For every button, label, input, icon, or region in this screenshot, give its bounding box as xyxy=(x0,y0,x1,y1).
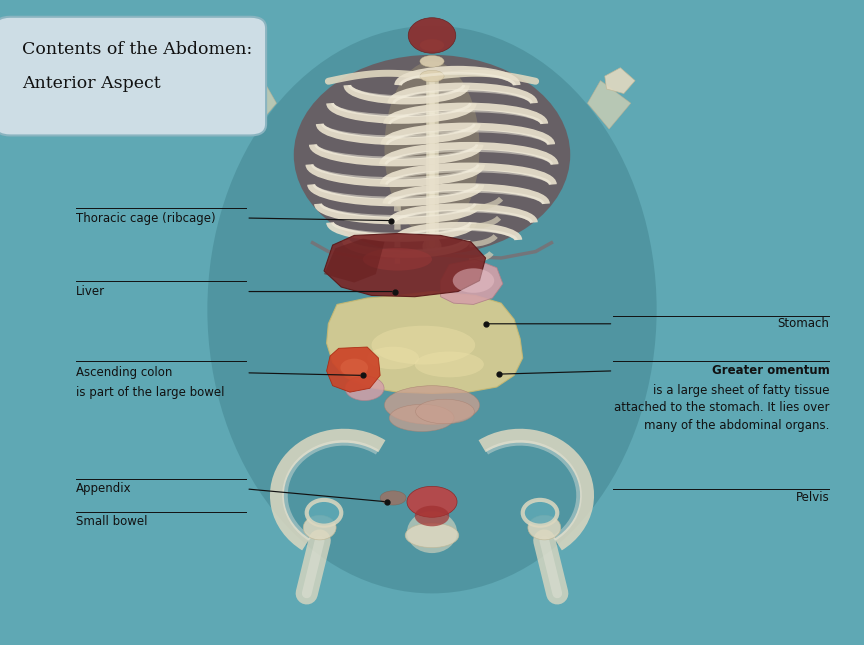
Ellipse shape xyxy=(528,515,561,540)
Ellipse shape xyxy=(303,515,336,540)
Text: Pelvis: Pelvis xyxy=(796,491,829,504)
Text: attached to the stomach. It lies over: attached to the stomach. It lies over xyxy=(614,401,829,414)
Polygon shape xyxy=(588,81,631,129)
Ellipse shape xyxy=(416,399,474,424)
Text: Liver: Liver xyxy=(76,285,105,298)
Ellipse shape xyxy=(415,352,484,377)
Ellipse shape xyxy=(363,248,432,271)
Polygon shape xyxy=(229,68,259,94)
Ellipse shape xyxy=(420,39,444,51)
Polygon shape xyxy=(327,292,523,393)
Text: Small bowel: Small bowel xyxy=(76,515,148,528)
Polygon shape xyxy=(324,233,486,297)
Ellipse shape xyxy=(207,26,657,593)
Ellipse shape xyxy=(367,347,419,369)
Text: Stomach: Stomach xyxy=(778,317,829,330)
Text: Anterior Aspect: Anterior Aspect xyxy=(22,75,161,92)
Ellipse shape xyxy=(380,491,406,505)
Ellipse shape xyxy=(405,523,459,548)
FancyBboxPatch shape xyxy=(0,17,266,135)
Text: is a large sheet of fatty tissue: is a large sheet of fatty tissue xyxy=(653,384,829,397)
Text: is part of the large bowel: is part of the large bowel xyxy=(76,386,225,399)
Text: Ascending colon: Ascending colon xyxy=(76,366,173,379)
Ellipse shape xyxy=(422,237,442,256)
Ellipse shape xyxy=(345,376,384,401)
Text: Greater omentum: Greater omentum xyxy=(712,364,829,377)
Text: Thoracic cage (ribcage): Thoracic cage (ribcage) xyxy=(76,212,216,224)
Ellipse shape xyxy=(389,404,454,432)
Text: Appendix: Appendix xyxy=(76,482,131,495)
Polygon shape xyxy=(605,68,635,94)
Ellipse shape xyxy=(420,70,444,82)
Ellipse shape xyxy=(407,511,457,553)
Ellipse shape xyxy=(408,18,456,54)
Text: many of the abdominal organs.: many of the abdominal organs. xyxy=(644,419,829,432)
Ellipse shape xyxy=(415,506,449,526)
Polygon shape xyxy=(233,81,276,129)
Polygon shape xyxy=(327,347,380,392)
Ellipse shape xyxy=(307,500,341,526)
Ellipse shape xyxy=(384,386,480,424)
Ellipse shape xyxy=(523,500,557,526)
Ellipse shape xyxy=(384,61,480,235)
Polygon shape xyxy=(441,259,503,304)
Ellipse shape xyxy=(407,486,457,517)
Ellipse shape xyxy=(420,55,444,67)
Ellipse shape xyxy=(372,326,475,364)
Ellipse shape xyxy=(453,268,494,293)
Ellipse shape xyxy=(340,359,368,377)
Text: Contents of the Abdomen:: Contents of the Abdomen: xyxy=(22,41,252,58)
Ellipse shape xyxy=(294,55,570,255)
Polygon shape xyxy=(324,239,384,283)
